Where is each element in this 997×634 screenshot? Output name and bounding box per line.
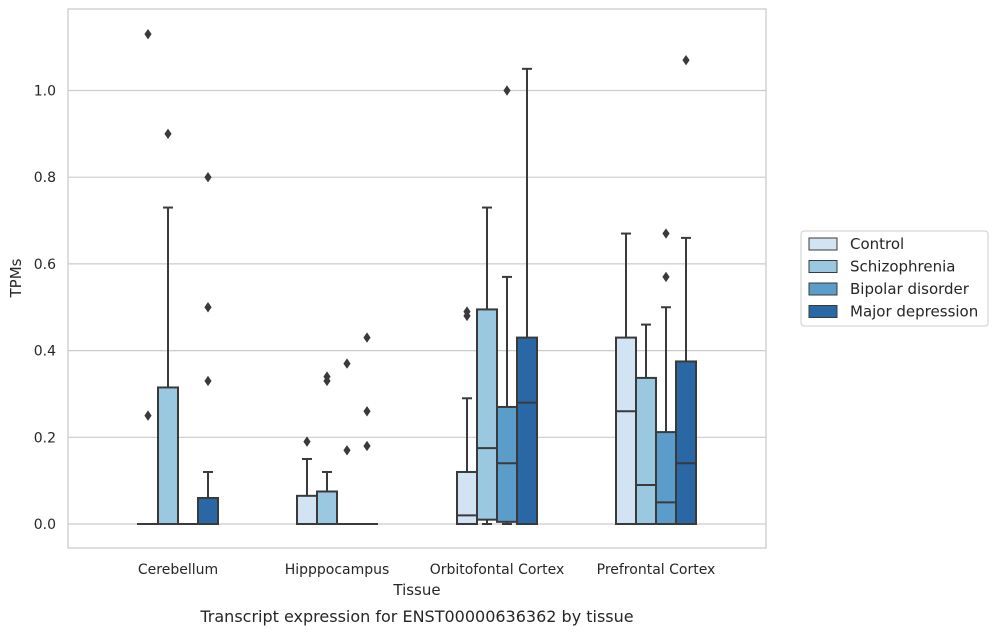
box-iqr xyxy=(675,360,697,525)
x-tick-label: Cerebellum xyxy=(138,562,218,578)
legend-swatch xyxy=(808,282,838,296)
outlier-point xyxy=(204,375,212,387)
boxes xyxy=(137,28,697,526)
outlier-point xyxy=(343,445,351,456)
legend-swatch xyxy=(808,260,838,273)
box-control xyxy=(137,28,159,526)
box-major-depression xyxy=(197,172,219,525)
outlier-point xyxy=(682,54,690,66)
legend: Control Schizophrenia Bipolar disorder Majo… xyxy=(800,230,989,327)
y-axis-title: TPMs xyxy=(7,258,25,298)
x-tick-label: Orbitofontal Cortex xyxy=(430,562,565,578)
legend-swatch xyxy=(808,305,838,318)
box-iqr xyxy=(635,376,657,525)
legend-label: Schizophrenia xyxy=(850,258,955,276)
box-major-depression xyxy=(516,67,538,525)
y-tick-label: 1.0 xyxy=(34,84,56,100)
box-bipolar-disorder xyxy=(496,85,518,525)
outlier-point xyxy=(363,332,371,343)
outlier-point xyxy=(323,371,331,382)
outlier-point xyxy=(503,85,511,96)
box-iqr xyxy=(496,405,518,523)
legend-box xyxy=(800,230,989,327)
legend-swatch xyxy=(808,237,838,251)
y-tick-label: 0.4 xyxy=(34,344,56,360)
box-bipolar-disorder xyxy=(655,228,677,525)
outlier-point xyxy=(363,406,371,417)
y-tick-label: 0.2 xyxy=(34,430,56,446)
box-iqr xyxy=(296,494,318,526)
outlier-point xyxy=(662,228,670,239)
box-major-depression xyxy=(675,54,697,525)
box-iqr xyxy=(316,490,338,525)
box-iqr xyxy=(197,496,219,525)
box-schizophrenia xyxy=(157,128,179,526)
x-tick-label: Hipppocampus xyxy=(285,562,390,578)
box-iqr xyxy=(655,431,677,525)
y-tick-label: 0.6 xyxy=(34,257,56,273)
outlier-point xyxy=(144,410,152,421)
outlier-point xyxy=(303,436,311,447)
box-iqr xyxy=(615,336,637,525)
legend-label: Major depression xyxy=(850,303,978,321)
outlier-point xyxy=(144,28,152,40)
box-iqr xyxy=(157,386,179,526)
box-schizophrenia xyxy=(316,371,338,525)
y-tick-label: 0.0 xyxy=(34,517,56,533)
x-axis-title: Tissue xyxy=(392,581,440,599)
outlier-point xyxy=(343,358,351,369)
box-control xyxy=(296,436,318,526)
legend-label: Control xyxy=(850,235,904,253)
y-tick-label: 0.8 xyxy=(34,170,56,186)
legend-label: Bipolar disorder xyxy=(850,280,970,298)
box-control xyxy=(456,306,478,526)
outlier-point xyxy=(662,271,670,283)
outlier-point xyxy=(164,128,172,140)
y-tick-labels: 0.0 0.2 0.4 0.6 0.8 1.0 xyxy=(34,84,56,534)
chart-caption: Transcript expression for ENST0000063636… xyxy=(199,607,633,626)
plot-frame xyxy=(67,8,767,549)
outlier-point xyxy=(204,172,212,183)
outlier-point xyxy=(463,306,471,317)
box-major-depression xyxy=(356,332,378,526)
outlier-point xyxy=(363,440,371,452)
x-tick-labels: Cerebellum Hipppocampus Orbitofontal Corte… xyxy=(138,562,715,578)
box-schizophrenia xyxy=(635,323,657,525)
outlier-point xyxy=(204,302,212,313)
box-iqr xyxy=(516,336,538,525)
box-iqr xyxy=(476,308,498,521)
x-tick-label: Prefrontal Cortex xyxy=(597,562,716,578)
box-schizophrenia xyxy=(476,206,498,525)
